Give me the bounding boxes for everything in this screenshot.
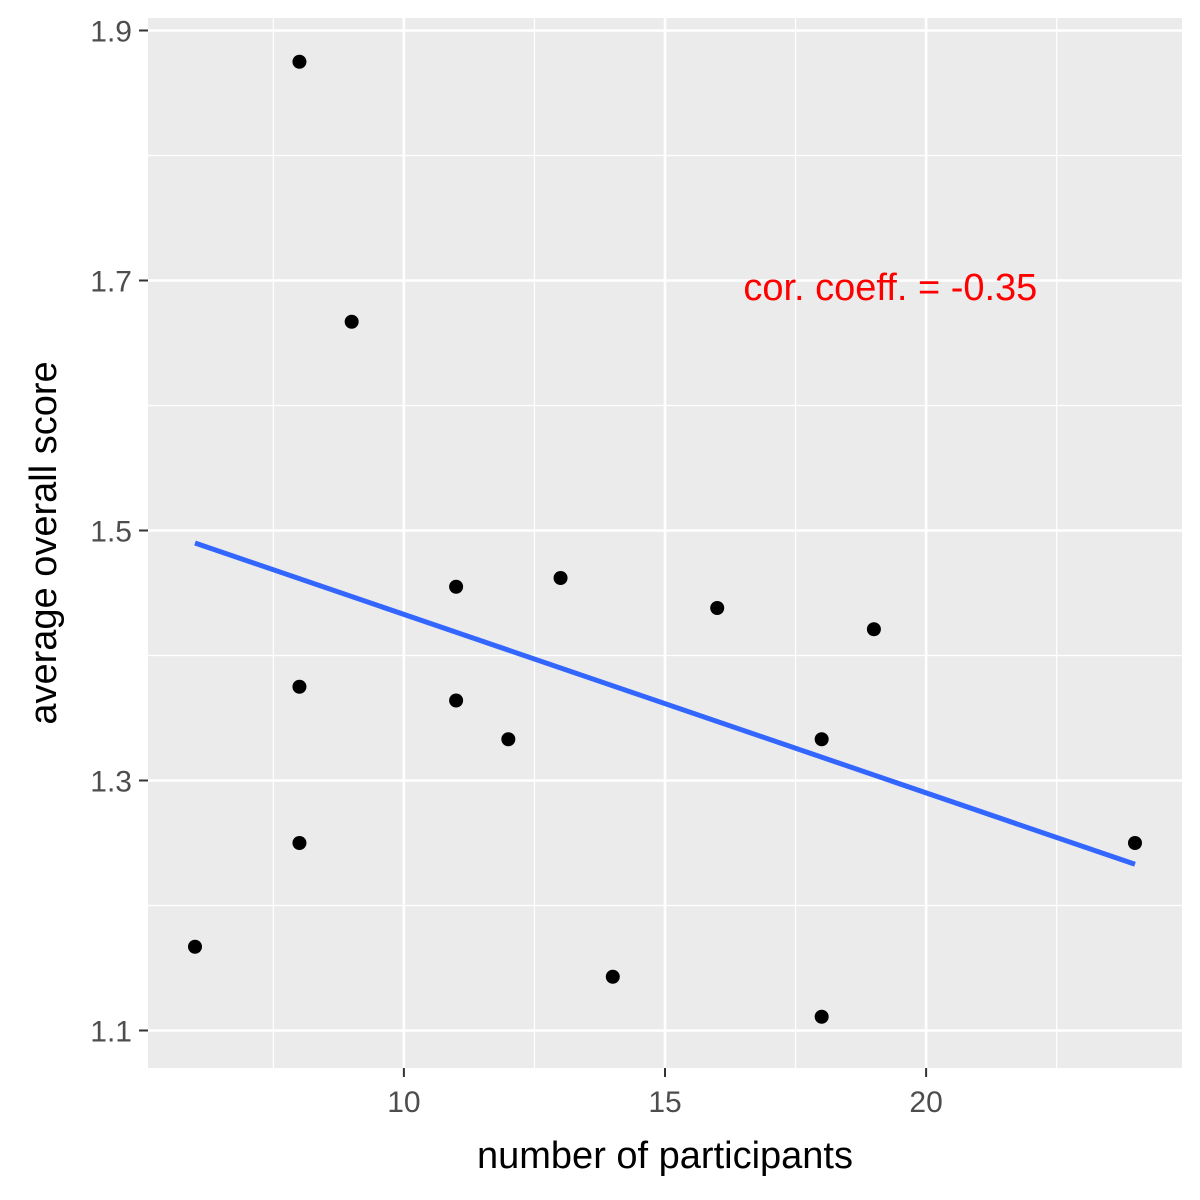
axis-tick-marks [139, 29, 928, 1077]
x-tick-label: 15 [648, 1086, 681, 1119]
x-tick-label: 20 [909, 1086, 942, 1119]
data-point [449, 693, 464, 708]
x-axis-title: number of participants [477, 1135, 853, 1177]
y-tick-label: 1.7 [90, 266, 132, 299]
data-point [814, 1009, 829, 1024]
y-tick-label: 1.9 [90, 16, 132, 49]
data-point [605, 969, 620, 984]
data-point [449, 579, 464, 594]
data-point [292, 54, 307, 69]
x-tick-label: 10 [387, 1086, 420, 1119]
data-point [814, 732, 829, 747]
x-tick-labels: 10 15 20 [387, 1086, 943, 1119]
major-gridlines [148, 18, 1182, 1068]
trend-line-layer [194, 540, 1136, 867]
data-point [344, 314, 359, 329]
data-point [188, 939, 202, 954]
y-tick-label: 1.3 [90, 766, 132, 799]
data-points [188, 54, 1142, 1024]
data-point [710, 601, 725, 615]
data-point [553, 571, 568, 585]
data-point [866, 622, 881, 637]
data-point [1128, 836, 1142, 850]
correlation-annotation: cor. coeff. = -0.35 [743, 267, 1037, 309]
trend-line [194, 540, 1136, 867]
y-axis-title: average overall score [23, 361, 65, 724]
y-tick-label: 1.5 [90, 516, 132, 549]
data-point [501, 732, 516, 747]
y-tick-label: 1.1 [90, 1016, 132, 1049]
data-point [292, 836, 307, 850]
data-point [292, 679, 307, 694]
y-tick-labels: 1.1 1.3 1.5 1.7 1.9 [90, 16, 132, 1049]
